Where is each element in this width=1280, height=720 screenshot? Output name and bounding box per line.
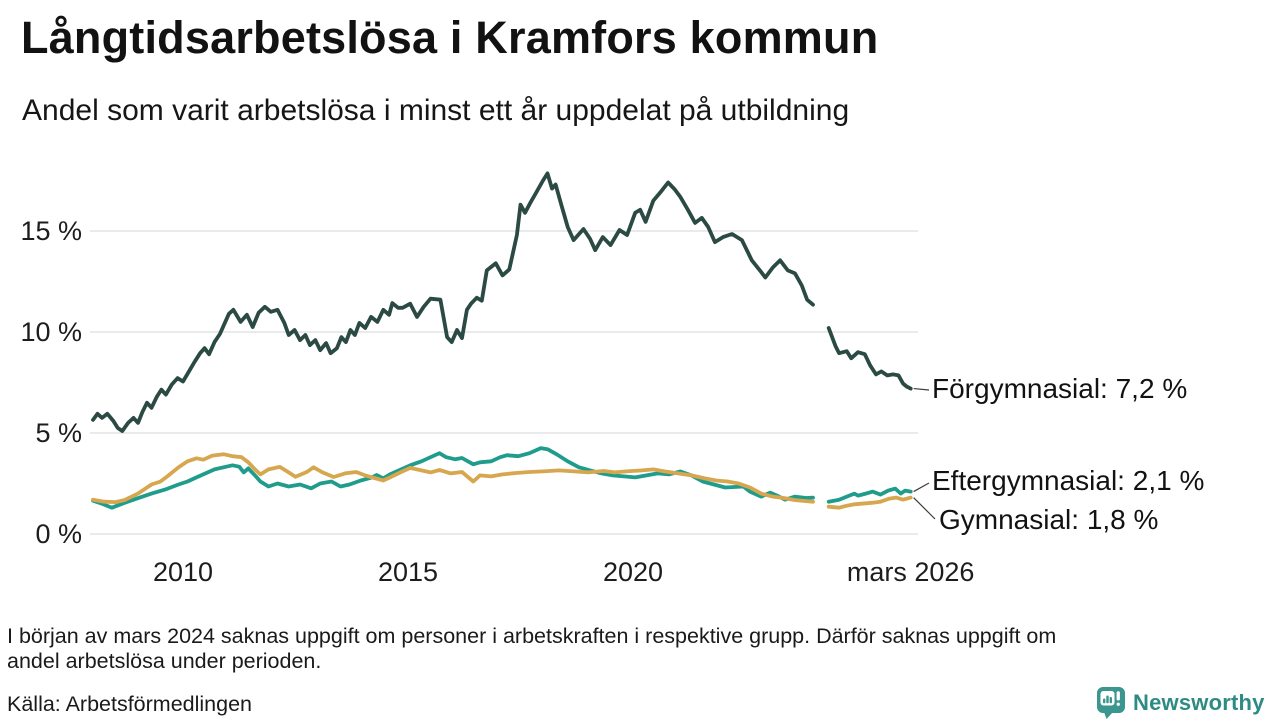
label-leader-line: [913, 482, 930, 493]
newsworthy-icon: [1097, 687, 1125, 719]
footnote-line-2: andel arbetslösa under perioden.: [7, 649, 322, 673]
newsworthy-wordmark: Newsworthy: [1133, 689, 1265, 715]
x-tick-label: 2020: [603, 557, 663, 587]
y-tick-label: 15 %: [20, 216, 82, 246]
x-tick-label: mars 2026: [847, 557, 975, 587]
series-end-label-forgymnasial: Förgymnasial: 7,2 %: [932, 373, 1188, 404]
source-caption: Källa: Arbetsförmedlingen: [7, 692, 253, 716]
footnote: I början av mars 2024 saknas uppgift om …: [7, 624, 1247, 674]
x-tick-label: 2010: [153, 557, 213, 587]
page-title: Långtidsarbetslösa i Kramfors kommun: [21, 12, 879, 63]
series-line-f-rgymnasial: [91, 171, 815, 433]
y-tick-label: 0 %: [35, 519, 82, 549]
series-end-label-eftergymnasial: Eftergymnasial: 2,1 %: [932, 465, 1205, 496]
chart-subtitle: Andel som varit arbetslösa i minst ett å…: [22, 94, 850, 127]
y-tick-label: 10 %: [20, 317, 82, 347]
series-line-eftergymnasial: [826, 486, 913, 504]
footnote-line-1: I början av mars 2024 saknas uppgift om …: [7, 624, 1057, 648]
series-line-gymnasial: [826, 495, 913, 510]
label-leader-line: [913, 497, 936, 520]
series-line-f-rgymnasial: [826, 326, 913, 391]
newsworthy-logo: Newsworthy: [1096, 686, 1265, 719]
x-tick-label: 2015: [378, 557, 438, 587]
y-tick-label: 5 %: [35, 418, 82, 448]
series-end-label-gymnasial: Gymnasial: 1,8 %: [939, 504, 1159, 535]
series-line-gymnasial: [91, 452, 815, 505]
label-leader-line: [913, 387, 930, 391]
